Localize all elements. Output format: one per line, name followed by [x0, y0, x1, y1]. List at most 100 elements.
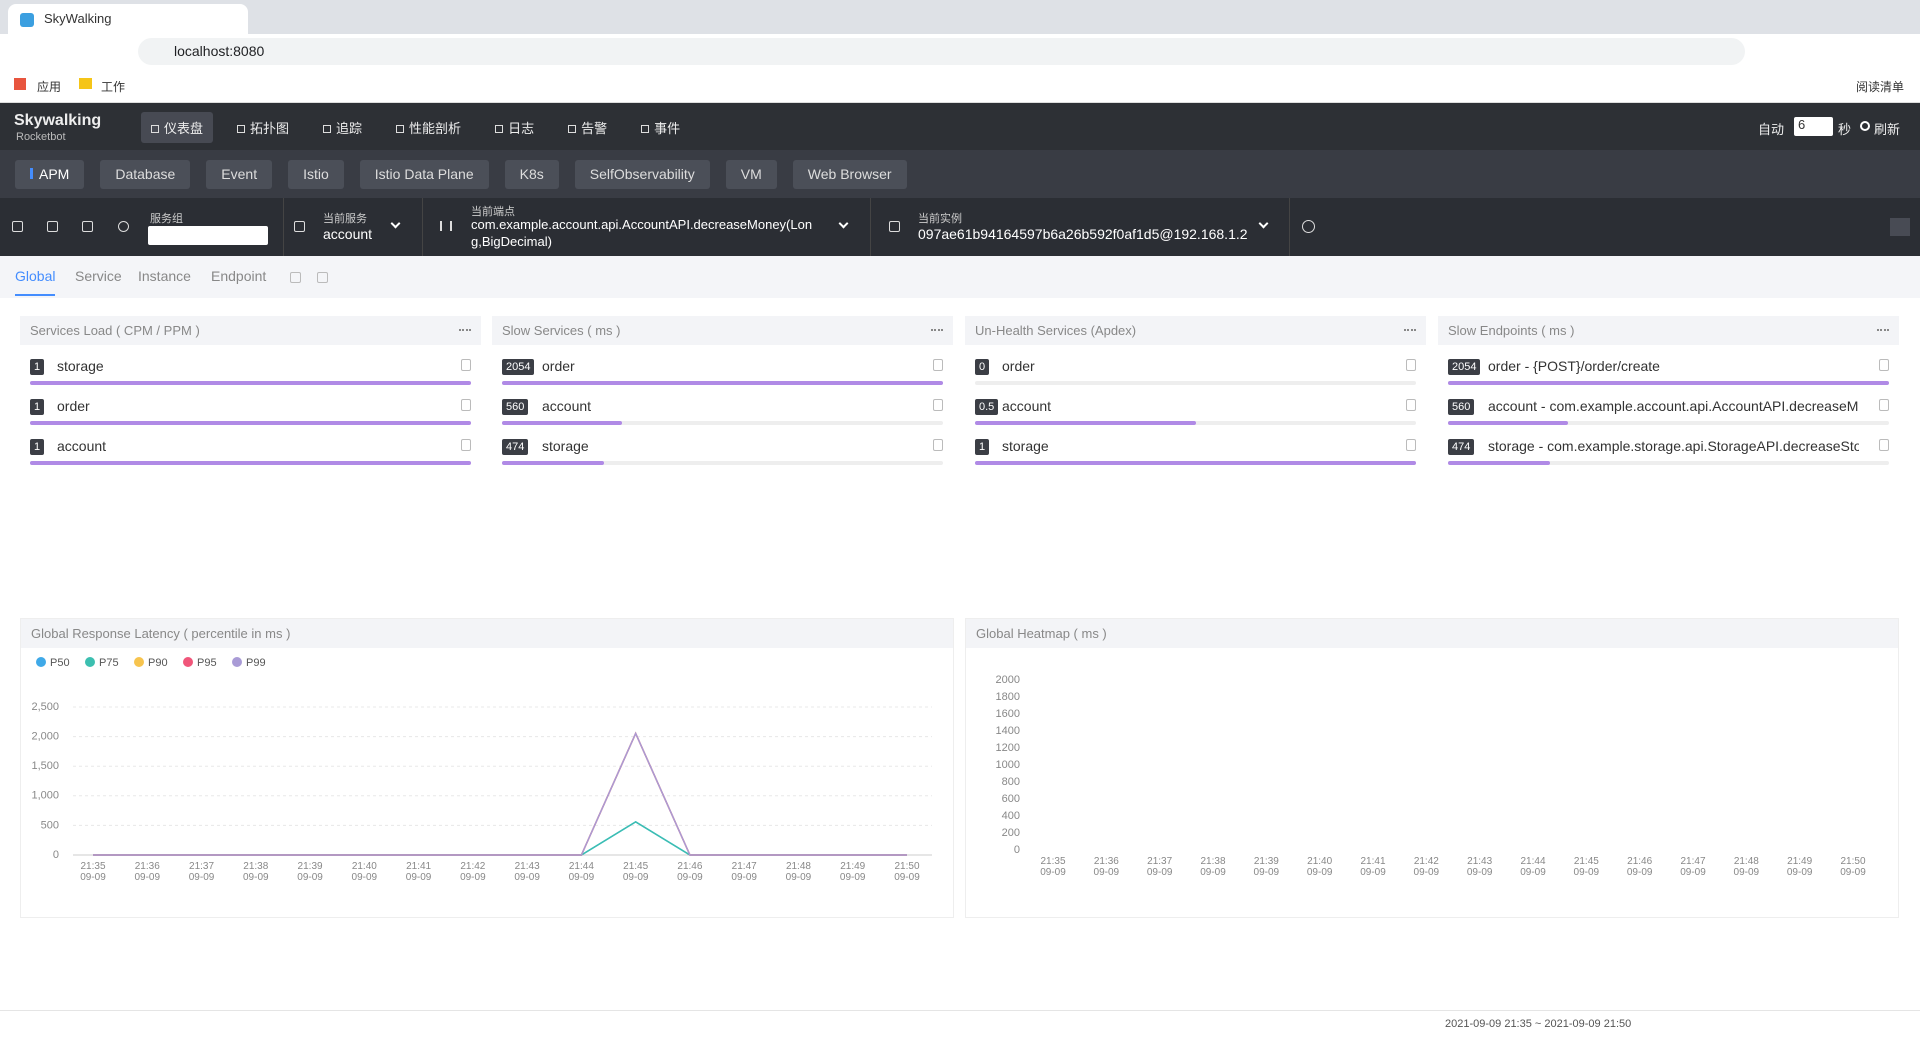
legend-item[interactable]: P75 — [85, 657, 119, 669]
series-line — [93, 731, 907, 856]
copy-icon[interactable] — [461, 439, 471, 451]
url-box[interactable]: localhost:8080 — [138, 38, 1745, 65]
more-icon[interactable] — [459, 329, 471, 331]
more-icon[interactable] — [931, 329, 943, 331]
legend-item[interactable]: P95 — [183, 657, 217, 669]
x-tick-label: 21:47 09-09 — [1680, 856, 1706, 878]
interval-input[interactable]: 6 — [1794, 117, 1833, 136]
endpoint-select[interactable]: com.example.account.api.AccountAPI.decre… — [471, 217, 813, 249]
group-input[interactable] — [148, 226, 268, 245]
nav-icon — [151, 125, 159, 133]
nav-item[interactable]: 仪表盘 — [141, 112, 214, 143]
layer-button[interactable]: Event — [206, 160, 273, 189]
address-bar: localhost:8080 — [0, 34, 1920, 69]
item-name: account — [57, 438, 107, 454]
copy-icon[interactable] — [461, 359, 471, 371]
more-icon[interactable] — [1404, 329, 1416, 331]
lock-icon[interactable] — [12, 221, 23, 232]
dashboard-tab[interactable]: Service — [75, 268, 122, 284]
reload-icon[interactable] — [118, 221, 129, 232]
bookmarks-bar: 应用 工作 阅读清单 — [0, 69, 1920, 103]
x-tick-label: 21:35 09-09 — [1040, 856, 1066, 878]
layer-button[interactable]: Istio Data Plane — [359, 160, 489, 189]
nav-item[interactable]: 告警 — [558, 112, 617, 143]
import-icon[interactable] — [290, 272, 301, 283]
folder-icon[interactable] — [47, 221, 58, 232]
layer-button[interactable]: SelfObservability — [574, 160, 710, 189]
layer-button[interactable]: Web Browser — [792, 160, 907, 189]
copy-icon[interactable] — [933, 359, 943, 371]
copy-icon[interactable] — [1406, 439, 1416, 451]
nav-item[interactable]: 拓扑图 — [227, 112, 299, 143]
copy-icon[interactable] — [1879, 399, 1889, 411]
nav-icon — [396, 125, 405, 133]
panel-title: Un-Health Services (Apdex) — [965, 316, 1426, 345]
dashboard-tab[interactable]: Endpoint — [211, 268, 267, 284]
item-name: storage — [542, 438, 589, 454]
copy-icon[interactable] — [933, 399, 943, 411]
more-icon[interactable] — [1877, 329, 1889, 331]
nav-item[interactable]: 追踪 — [313, 112, 372, 143]
service-icon — [294, 221, 305, 232]
x-tick-label: 21:40 09-09 — [1306, 856, 1333, 878]
copy-icon[interactable] — [1879, 359, 1889, 371]
legend-item[interactable]: P50 — [36, 657, 70, 669]
x-tick-label: 21:46 09-09 — [1626, 856, 1653, 878]
logo: Skywalking — [14, 112, 102, 129]
x-tick-label: 21:43 09-09 — [1466, 856, 1493, 878]
y-tick-label: 2,000 — [31, 731, 59, 743]
copy-icon[interactable] — [461, 399, 471, 411]
layer-button[interactable]: Istio — [288, 160, 344, 189]
download-icon[interactable] — [82, 221, 93, 232]
layer-button[interactable]: K8s — [504, 160, 559, 189]
nav-item[interactable]: 日志 — [485, 112, 544, 143]
item-name: order - {POST}/order/create — [1488, 358, 1660, 374]
layer-label: APM — [39, 166, 70, 182]
value-badge: 560 — [1448, 399, 1475, 415]
separator — [870, 198, 871, 256]
bookmark[interactable]: 工作 — [101, 80, 126, 94]
x-tick-label: 21:41 09-09 — [1360, 856, 1386, 878]
service-select[interactable]: account — [323, 226, 373, 242]
list-panel: Slow Services ( ms ) 2054 order 560 account 4… — [492, 316, 953, 476]
endpoint-label: 当前端点 — [471, 206, 515, 218]
layer-button[interactable]: APM — [15, 160, 85, 189]
y-tick-label: 400 — [1002, 810, 1020, 822]
item-name: account - com.example.account.api.Accoun… — [1488, 398, 1859, 414]
layer-button[interactable]: VM — [725, 160, 777, 189]
refresh-button[interactable]: 刷新 — [1860, 119, 1900, 138]
y-tick-label: 600 — [1002, 793, 1020, 805]
dashboard-tab[interactable]: Instance — [138, 268, 191, 284]
legend-item[interactable]: P90 — [134, 657, 168, 669]
instance-select[interactable]: 097ae61b94164597b6a26b592f0af1d5@192.168… — [918, 226, 1248, 242]
x-tick-label: 21:37 09-09 — [1146, 856, 1173, 878]
copy-icon[interactable] — [1406, 399, 1416, 411]
export-icon[interactable] — [317, 272, 328, 283]
legend-item[interactable]: P99 — [232, 657, 266, 669]
copy-icon[interactable] — [1406, 359, 1416, 371]
layer-button[interactable]: Database — [100, 160, 191, 189]
bookmark[interactable]: 应用 — [37, 80, 62, 94]
item-name: storage — [1002, 438, 1049, 454]
panel-title: Slow Services ( ms ) — [492, 316, 953, 345]
info-icon[interactable] — [1302, 220, 1315, 233]
value-badge: 0 — [975, 359, 990, 375]
nav-label: 性能剖析 — [409, 121, 462, 136]
nav-label: 事件 — [654, 121, 681, 136]
copy-icon[interactable] — [1879, 439, 1889, 451]
bar — [1448, 461, 1550, 465]
sidebar-toggle[interactable] — [1890, 218, 1910, 236]
browser-tab[interactable]: SkyWalking — [8, 4, 248, 34]
nav-item[interactable]: 性能剖析 — [386, 112, 471, 143]
x-tick-label: 21:48 09-09 — [1733, 856, 1760, 878]
toolbar: 服务组 当前服务 account 当前端点 com.example.accoun… — [0, 198, 1920, 256]
time-range[interactable]: 2021-09-09 21:35 ~ 2021-09-09 21:50 — [1445, 1018, 1632, 1030]
bar — [502, 381, 943, 385]
item-name: storage — [57, 358, 104, 374]
reading-list[interactable]: 阅读清单 — [1856, 80, 1905, 94]
dashboard-tab[interactable]: Global — [15, 268, 56, 296]
copy-icon[interactable] — [933, 439, 943, 451]
y-tick-label: 2000 — [996, 674, 1020, 686]
x-tick-label: 21:36 09-09 — [134, 861, 161, 883]
nav-item[interactable]: 事件 — [631, 112, 690, 143]
